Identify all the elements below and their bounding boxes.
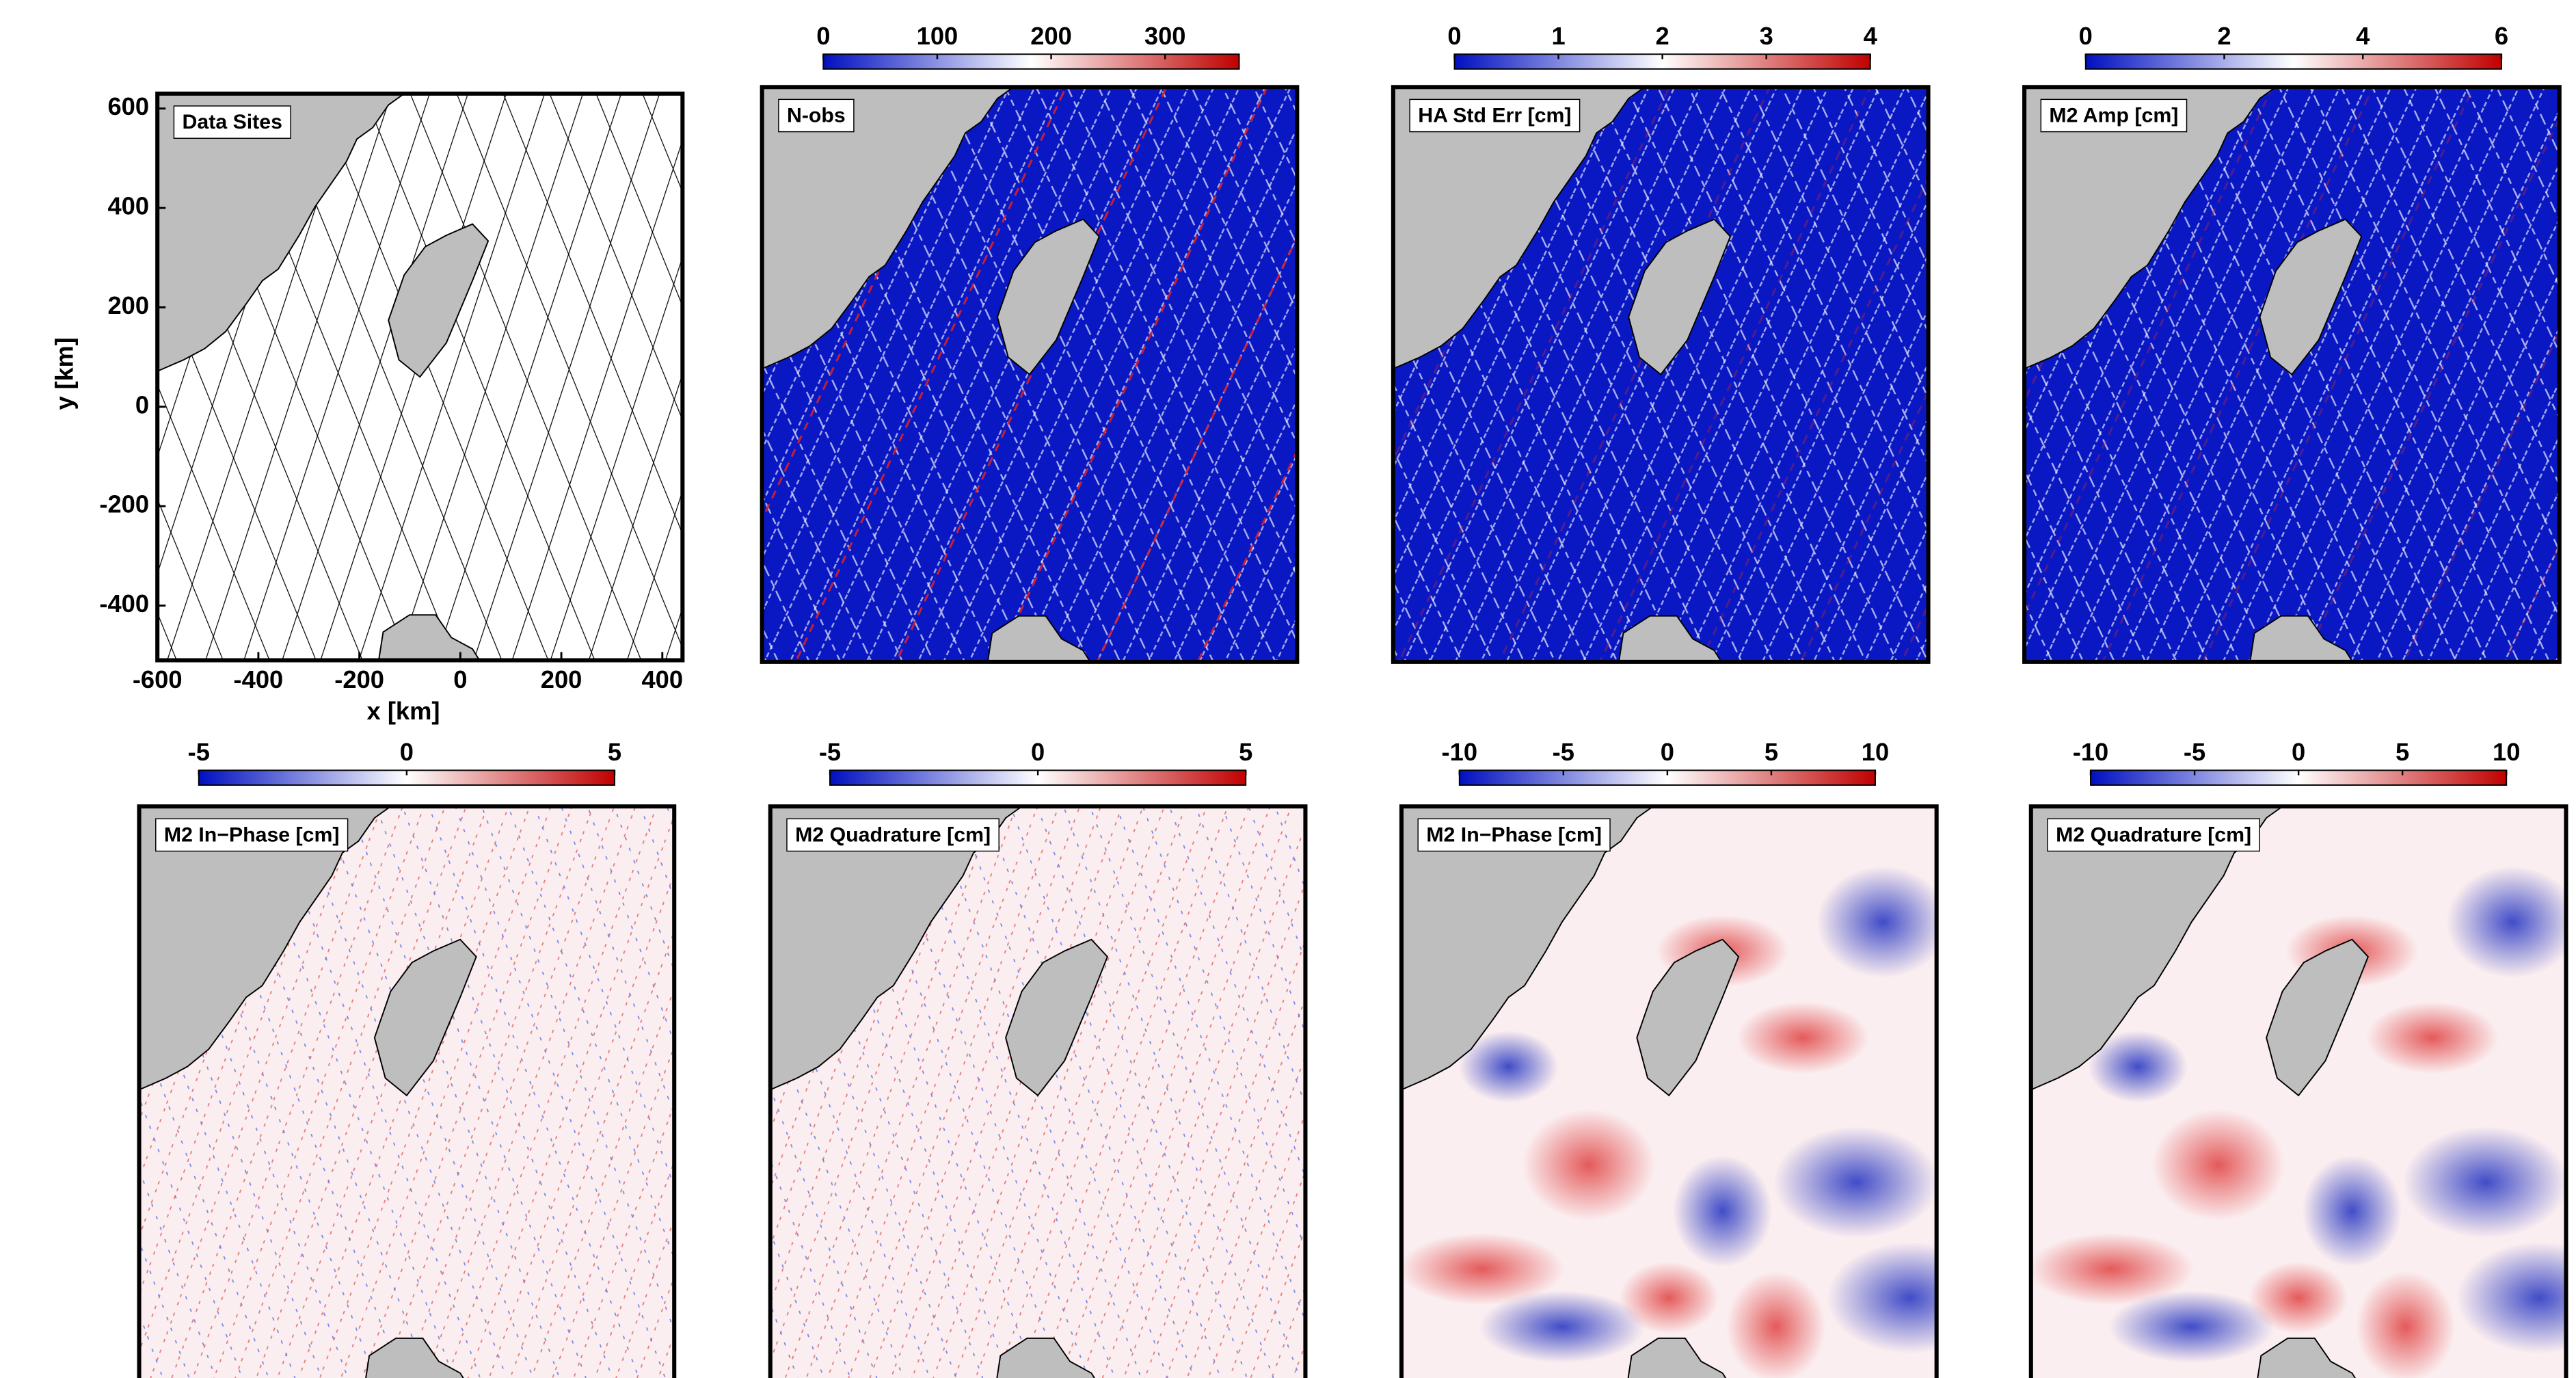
map-panel — [2028, 806, 2576, 1378]
colorbar-tick-label: 100 — [917, 22, 958, 50]
y-tick-label: 200 — [107, 291, 149, 319]
colorbar-tick-label: 5 — [608, 738, 621, 766]
map-panel — [770, 806, 1306, 1378]
colorbar-tick-label: -5 — [1553, 738, 1574, 766]
page: {"chart_data": [ {"type": "tracks", "tit… — [0, 0, 2576, 1378]
colorbar-tick-label: -10 — [1442, 738, 1478, 766]
colorbar-tick-label: 5 — [1239, 738, 1252, 766]
panel-label: M2 Quadrature [cm] — [2056, 823, 2251, 846]
panel-label: M2 In−Phase [cm] — [164, 823, 340, 846]
colorbar-tick-label: 10 — [2493, 738, 2520, 766]
x-tick-label: 400 — [641, 665, 683, 693]
panel-label: M2 In−Phase [cm] — [1426, 823, 1602, 846]
colorbar-tick-label: 6 — [2495, 22, 2508, 50]
colorbar-tick-label: -5 — [188, 738, 210, 766]
map-panel — [157, 94, 682, 666]
map-panel — [2024, 87, 2560, 667]
y-tick-label: 600 — [107, 92, 149, 120]
x-tick-label: -200 — [334, 665, 384, 693]
x-axis-label: x [km] — [367, 697, 440, 725]
map-texture — [2303, 1155, 2402, 1267]
map-texture — [1773, 1126, 1939, 1238]
colorbar-tick-label: 0 — [1447, 22, 1461, 50]
map-texture — [2152, 1109, 2285, 1221]
x-tick-label: 200 — [541, 665, 582, 693]
map-texture — [2366, 1002, 2499, 1074]
colorbar-tick-label: 0 — [2292, 738, 2305, 766]
y-tick-label: 400 — [107, 192, 149, 220]
colorbar-tick-label: 5 — [1765, 738, 1778, 766]
colorbar-tick-label: 3 — [1760, 22, 1773, 50]
panel-label: HA Std Err [cm] — [1418, 105, 1571, 127]
colorbar-tick-label: -5 — [819, 738, 841, 766]
colorbar-tick-label: 200 — [1030, 22, 1072, 50]
map-texture — [1827, 1242, 1992, 1353]
colorbar-tick-label: -5 — [2184, 738, 2205, 766]
colorbar-tick-label: 2 — [1656, 22, 1669, 50]
map-texture — [2108, 1290, 2274, 1363]
map-panel — [139, 806, 675, 1378]
y-tick-label: -400 — [99, 589, 149, 618]
x-tick-label: 0 — [453, 665, 467, 693]
y-axis-label: y [km] — [50, 337, 78, 410]
colorbar-tick-label: 10 — [1862, 738, 1889, 766]
map-texture — [1816, 866, 1949, 978]
colorbar-tick-label: 300 — [1144, 22, 1186, 50]
colorbar-tick-label: 0 — [1031, 738, 1045, 766]
map-texture — [1522, 1109, 1655, 1221]
map-texture — [1673, 1155, 1772, 1267]
y-tick-label: -200 — [99, 490, 149, 518]
colorbar-tick-label: 2 — [2217, 22, 2231, 50]
colorbar-tick-label: 0 — [816, 22, 830, 50]
map-texture — [2446, 866, 2576, 978]
panel-label: M2 Quadrature [cm] — [795, 823, 991, 846]
map-texture — [2356, 1271, 2455, 1378]
map-panel — [1399, 806, 1992, 1378]
colorbar-tick-label: 4 — [2356, 22, 2370, 50]
colorbar-tick-label: 5 — [2396, 738, 2409, 766]
x-tick-label: -600 — [133, 665, 183, 693]
colorbar-tick-label: 0 — [1661, 738, 1674, 766]
x-tick-label: -400 — [234, 665, 284, 693]
colorbar-tick-label: 1 — [1551, 22, 1565, 50]
map-texture — [1479, 1290, 1645, 1363]
panel-label: M2 Amp [cm] — [2049, 105, 2178, 127]
map-panel — [1393, 87, 1929, 667]
colorbar — [823, 54, 1239, 69]
colorbar-tick-label: 0 — [400, 738, 414, 766]
map-panel — [762, 87, 1298, 667]
map-texture — [1726, 1271, 1825, 1378]
colorbar-tick-label: 0 — [2079, 22, 2093, 50]
map-texture — [2403, 1126, 2568, 1238]
map-texture — [1736, 1002, 1869, 1074]
figure: -600-400-2000200400-400-2000200400600x [… — [0, 0, 2576, 1378]
colorbar-tick-label: 4 — [1864, 22, 1877, 50]
panel-label: N-obs — [787, 105, 846, 127]
colorbar — [2086, 54, 2501, 69]
colorbar-tick-label: -10 — [2073, 738, 2109, 766]
y-tick-label: 0 — [135, 390, 149, 419]
panel-label: Data Sites — [183, 111, 282, 133]
